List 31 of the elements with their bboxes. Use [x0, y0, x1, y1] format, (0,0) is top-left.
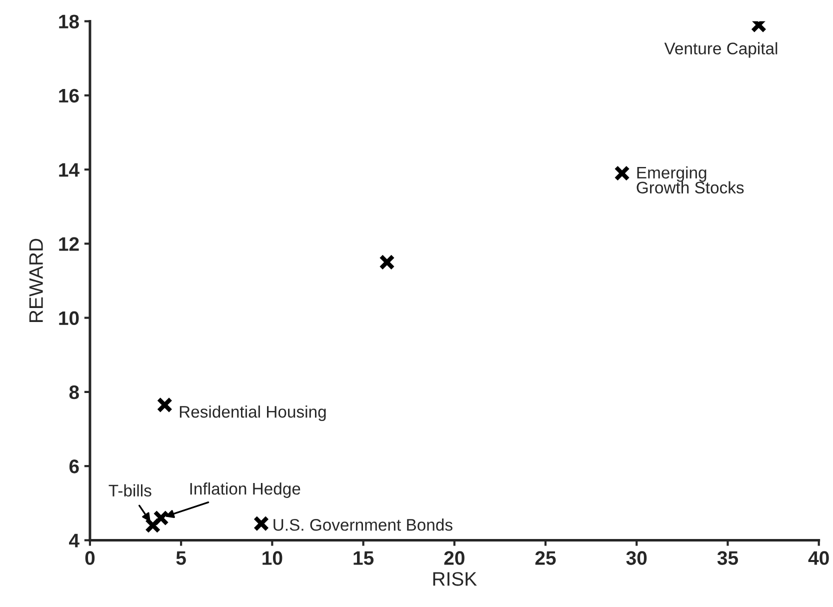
y-tick-label: 8 — [69, 385, 79, 400]
x-tick-label: 5 — [176, 551, 186, 565]
annotation: Venture Capital — [664, 42, 778, 58]
x-tick-label: 35 — [717, 551, 738, 565]
annotation: U.S. Government Bonds — [274, 518, 452, 531]
point — [614, 165, 630, 182]
x-tick-label: 20 — [444, 551, 464, 565]
annotation: T-bills — [108, 484, 152, 497]
y-tick-label: 16 — [59, 88, 79, 103]
point — [379, 254, 395, 270]
x-axis-title: RISK — [433, 572, 477, 586]
annotation: Inflation Hedge — [190, 482, 300, 498]
y-tick-label: 12 — [59, 237, 79, 251]
annotation: Emerging Growth Stocks — [636, 166, 744, 194]
point — [156, 397, 173, 413]
point — [153, 510, 169, 526]
x-tick-label: 15 — [354, 551, 374, 565]
y-tick-label: 6 — [69, 460, 79, 474]
point — [253, 516, 270, 532]
y-tick-label: 4 — [69, 534, 80, 548]
x-tick-label: 0 — [85, 551, 95, 565]
x-tick-label: 10 — [262, 551, 282, 565]
point — [144, 518, 161, 534]
annotation: Residential Housing — [180, 405, 326, 422]
y-tick-label: 10 — [59, 311, 79, 326]
x-tick-label: 25 — [535, 551, 556, 565]
x-tick-label: 40 — [808, 551, 829, 565]
x-tick-label: 30 — [626, 551, 647, 565]
y-tick-label: 14 — [59, 163, 80, 177]
y-axis-title: REWARD — [29, 238, 43, 322]
y-tick-label: 18 — [59, 14, 79, 28]
